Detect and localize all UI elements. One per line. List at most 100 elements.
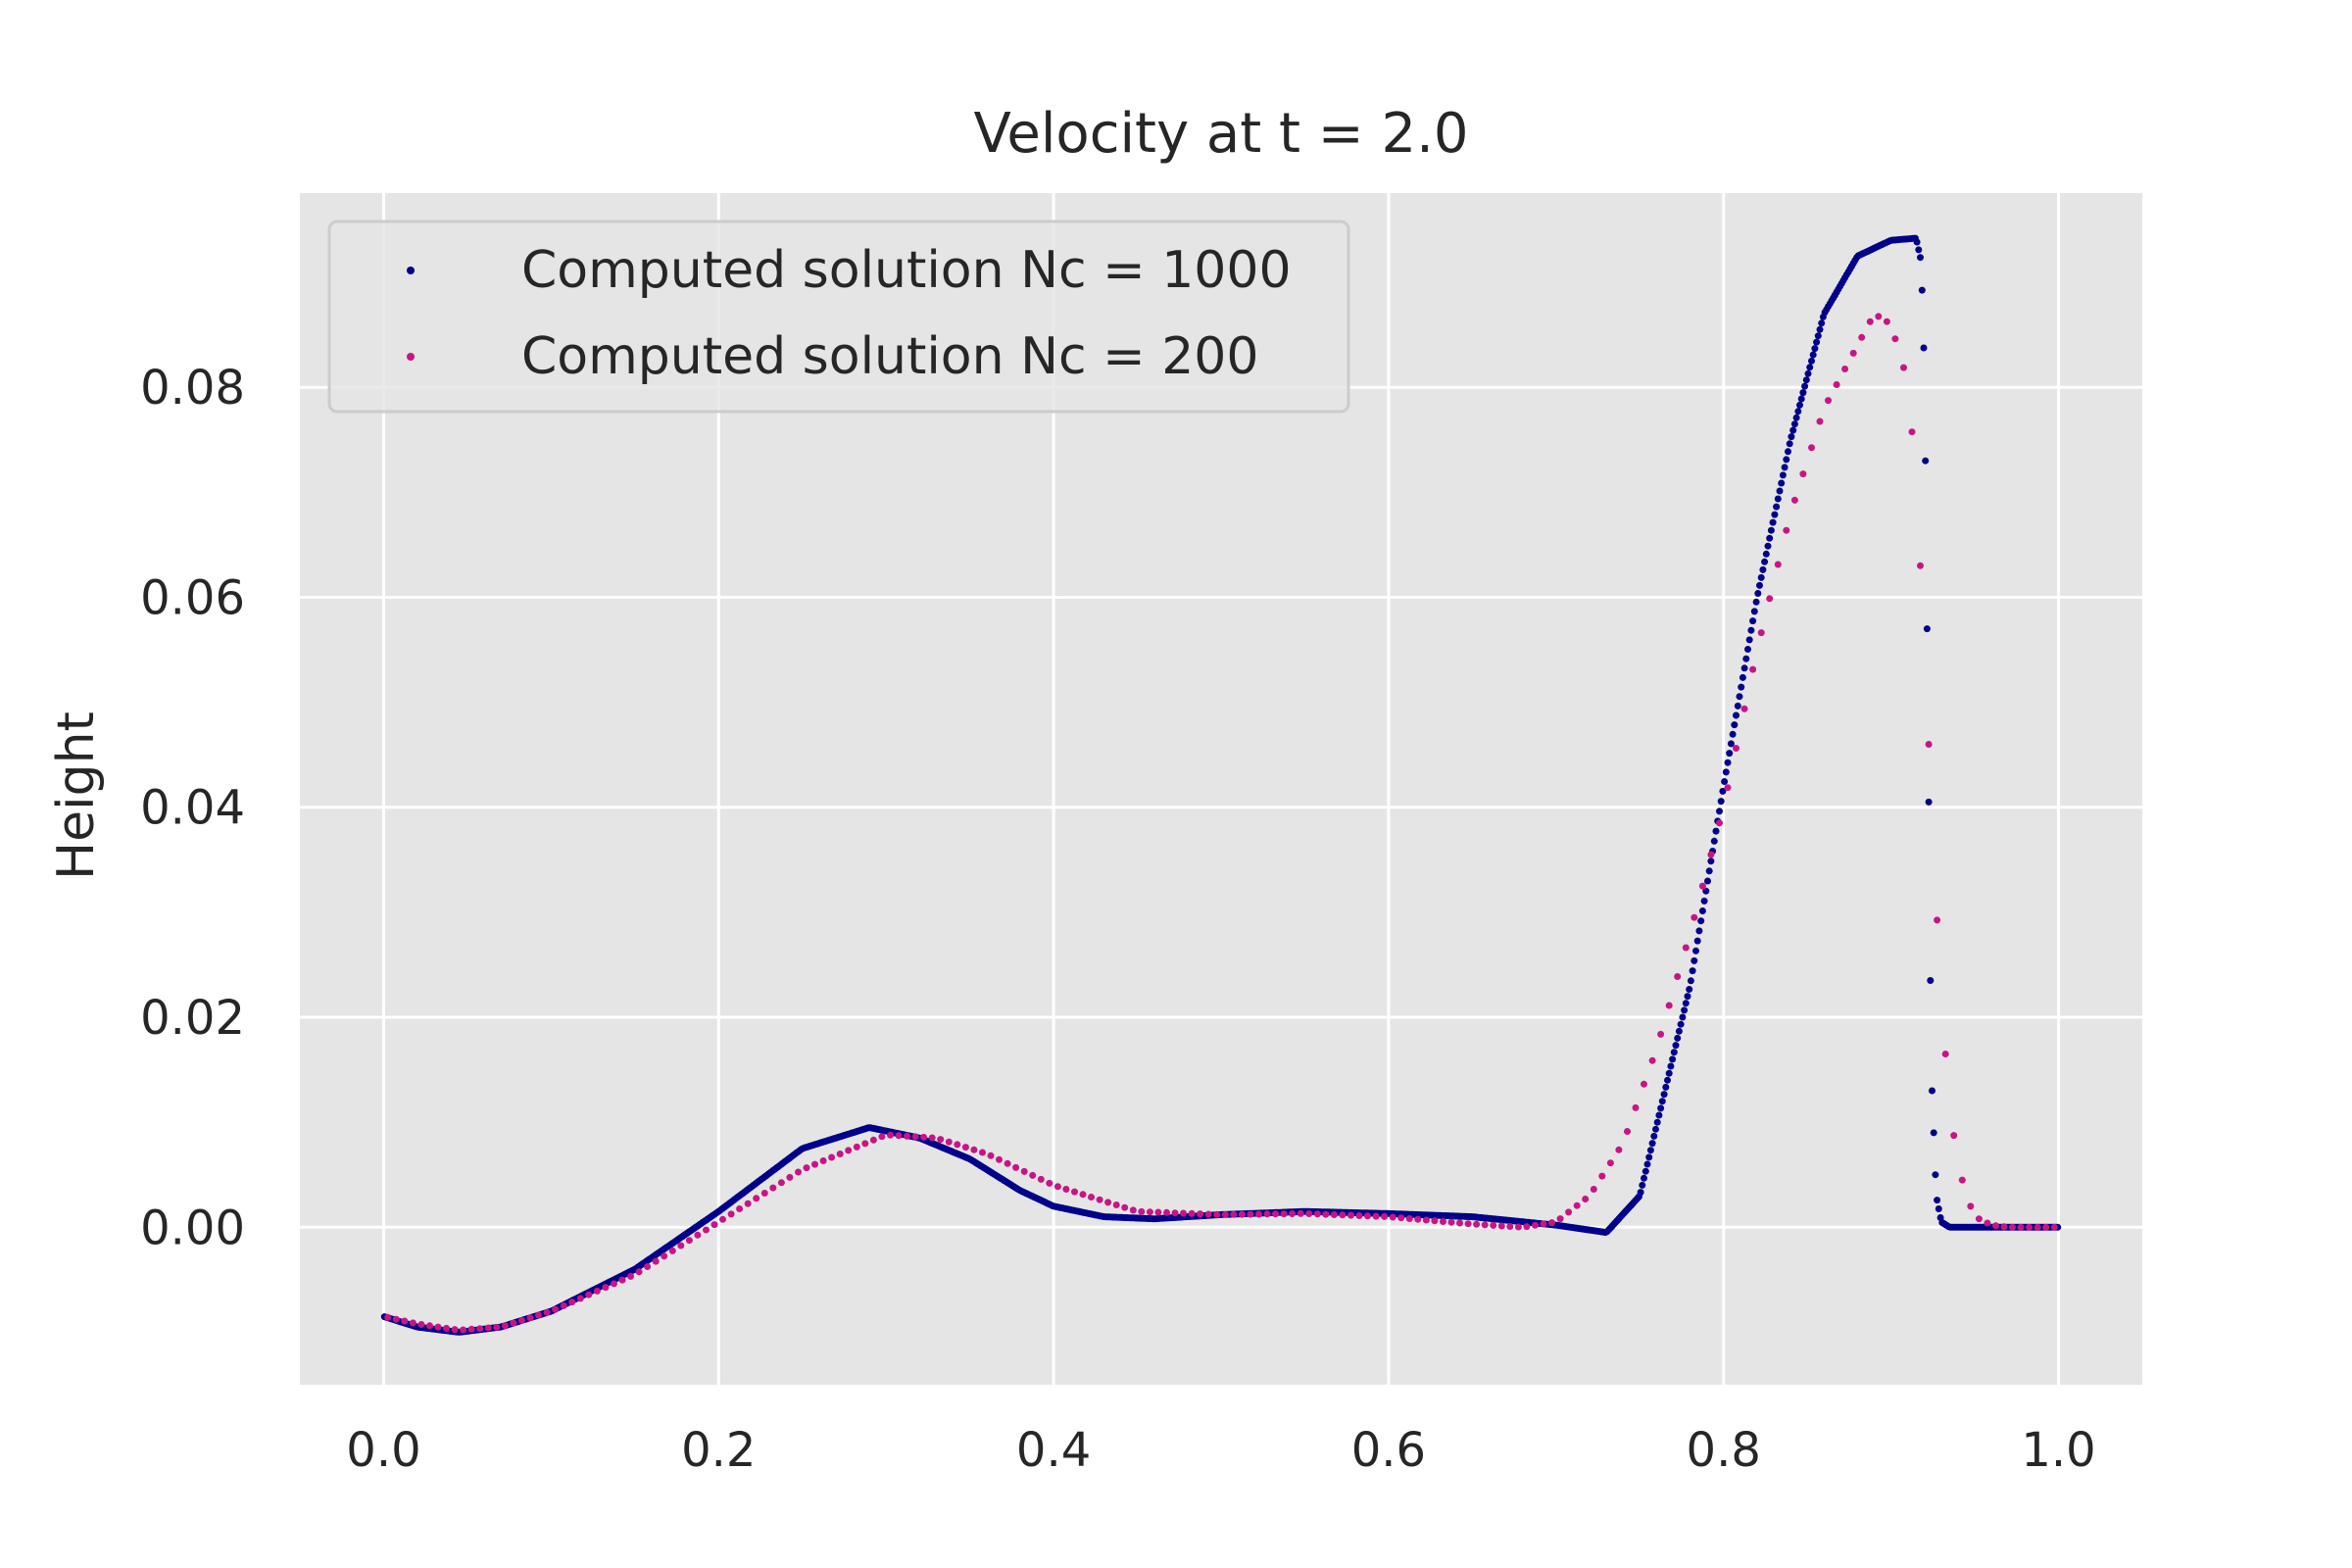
data-point (611, 1280, 617, 1288)
data-point (1774, 495, 1782, 503)
data-point (1967, 1202, 1975, 1210)
data-point (1112, 1201, 1120, 1208)
data-point (426, 1322, 433, 1330)
data-point (1799, 389, 1807, 397)
data-point (811, 1160, 818, 1168)
data-point (1710, 837, 1718, 845)
data-point (1079, 1191, 1087, 1199)
data-point (1372, 1212, 1380, 1220)
data-point (1813, 338, 1821, 346)
data-point (1923, 625, 1931, 633)
data-point (1473, 1220, 1481, 1228)
data-point (1934, 916, 1941, 924)
data-point (1917, 562, 1924, 569)
data-point (1707, 858, 1715, 865)
data-point (1801, 382, 1809, 390)
data-point (1653, 1118, 1661, 1126)
data-point (1054, 1183, 1061, 1191)
data-point (1672, 1042, 1680, 1050)
data-point (1280, 1210, 1288, 1218)
x-tick-label: 0.6 (1351, 1423, 1426, 1478)
data-point (760, 1190, 768, 1197)
data-point (970, 1146, 978, 1153)
data-point (476, 1325, 484, 1333)
data-point (1660, 1091, 1668, 1099)
data-point (1665, 1002, 1673, 1009)
data-point (1783, 526, 1790, 534)
data-point (1590, 1186, 1597, 1193)
data-point (1197, 1210, 1204, 1218)
data-point (1789, 426, 1797, 434)
data-point (828, 1153, 836, 1161)
data-point (1255, 1210, 1262, 1218)
data-point (1958, 1176, 1966, 1184)
data-point (1655, 1111, 1663, 1119)
data-point (1802, 376, 1810, 384)
data-point (1606, 1159, 1614, 1167)
data-point (2009, 1223, 2016, 1231)
data-point (1012, 1163, 1020, 1171)
data-point (1414, 1215, 1422, 1223)
data-point (1632, 1103, 1640, 1111)
data-point (2026, 1223, 2034, 1231)
data-point (1790, 420, 1798, 428)
data-point (1804, 369, 1812, 377)
data-point (568, 1298, 576, 1306)
data-point (1783, 456, 1790, 464)
data-point (1642, 1167, 1649, 1175)
data-point (1733, 711, 1740, 719)
data-point (1540, 1220, 1547, 1228)
data-point (1811, 345, 1819, 353)
data-point (1305, 1210, 1313, 1217)
data-point (1785, 448, 1791, 456)
data-point (1771, 511, 1779, 518)
data-point (1652, 1125, 1659, 1133)
data-point (1637, 1189, 1644, 1197)
data-point (1742, 655, 1750, 662)
data-point (1121, 1203, 1129, 1211)
data-point (2017, 1223, 2025, 1231)
data-point (1624, 1128, 1631, 1135)
data-point (1690, 956, 1698, 964)
data-point (1704, 877, 1711, 885)
data-point (1381, 1212, 1389, 1220)
data-point (1004, 1159, 1011, 1167)
data-point (644, 1263, 652, 1270)
data-point (401, 1317, 409, 1325)
data-point (1171, 1209, 1179, 1217)
data-point (384, 1313, 392, 1321)
data-point (1698, 882, 1706, 890)
data-point (1689, 967, 1696, 975)
data-point (1841, 366, 1849, 372)
data-point (1825, 397, 1832, 405)
y-tick-label: 0.02 (140, 991, 245, 1046)
data-point (1204, 1210, 1212, 1218)
data-point (1247, 1210, 1254, 1218)
data-point (1740, 664, 1748, 672)
data-point (895, 1132, 903, 1140)
data-point (1739, 673, 1746, 681)
data-point (1747, 626, 1755, 634)
y-tick-label: 0.08 (140, 361, 245, 416)
x-tick-label: 0.4 (1016, 1423, 1091, 1478)
y-tick-label: 0.06 (140, 570, 245, 625)
data-point (1071, 1188, 1078, 1196)
data-point (434, 1323, 442, 1331)
data-point (501, 1322, 509, 1330)
data-point (1744, 646, 1751, 653)
x-tick-label: 0.8 (1687, 1423, 1761, 1478)
data-point (727, 1210, 735, 1218)
data-point (1447, 1218, 1455, 1226)
data-point (1745, 636, 1753, 644)
data-point (904, 1132, 910, 1140)
data-point (1908, 428, 1916, 436)
data-point (1615, 1146, 1623, 1153)
data-point (1180, 1209, 1187, 1217)
data-point (769, 1184, 777, 1192)
data-point (1757, 629, 1765, 637)
data-point (1573, 1201, 1581, 1209)
data-point (1440, 1218, 1446, 1225)
data-point (1670, 1049, 1678, 1056)
data-point (1464, 1220, 1472, 1228)
data-point (1650, 1132, 1658, 1140)
